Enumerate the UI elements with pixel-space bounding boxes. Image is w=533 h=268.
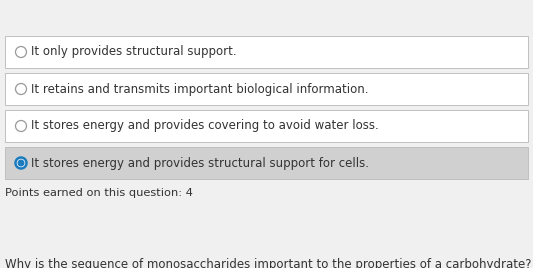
FancyBboxPatch shape — [5, 147, 528, 179]
Circle shape — [18, 160, 24, 166]
Circle shape — [15, 47, 27, 58]
Text: It stores energy and provides structural support for cells.: It stores energy and provides structural… — [31, 157, 369, 169]
Text: Points earned on this question: 4: Points earned on this question: 4 — [5, 188, 193, 198]
Text: It only provides structural support.: It only provides structural support. — [31, 46, 237, 58]
Text: Why is the sequence of monosaccharides important to the properties of a carbohyd: Why is the sequence of monosaccharides i… — [5, 258, 531, 268]
FancyBboxPatch shape — [5, 36, 528, 68]
Circle shape — [15, 158, 27, 169]
FancyBboxPatch shape — [5, 73, 528, 105]
Text: It stores energy and provides covering to avoid water loss.: It stores energy and provides covering t… — [31, 120, 379, 132]
Text: It retains and transmits important biological information.: It retains and transmits important biolo… — [31, 83, 368, 95]
Circle shape — [15, 84, 27, 95]
Circle shape — [15, 121, 27, 132]
FancyBboxPatch shape — [5, 110, 528, 142]
